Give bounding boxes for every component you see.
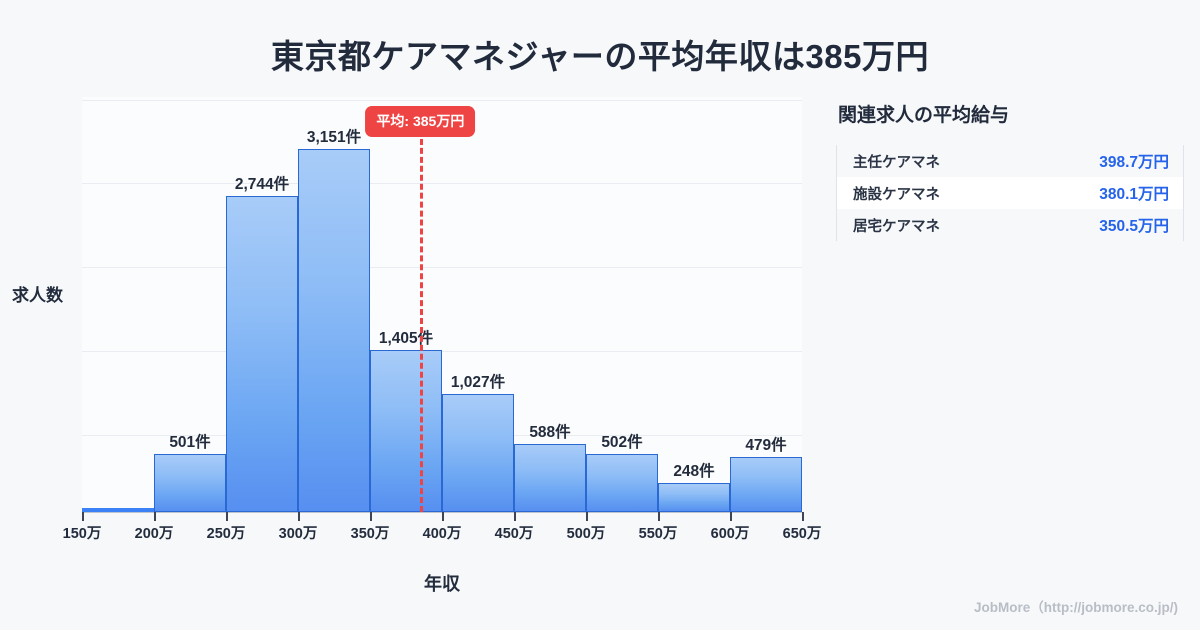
related-salary-table: 主任ケアマネ 398.7万円施設ケアマネ 380.1万円居宅ケアマネ 350.5万円 (836, 145, 1184, 241)
x-axis-tick (226, 512, 228, 521)
x-axis-tick (658, 512, 660, 521)
bar-value-label: 479件 (745, 436, 787, 454)
bar (370, 350, 442, 512)
x-axis-title: 年収 (424, 574, 460, 594)
table-row-value: 380.1万円 (1099, 186, 1169, 203)
x-axis-tick-label: 300万 (278, 526, 318, 542)
x-axis-tick-label: 450万 (494, 526, 534, 542)
footer-watermark: JobMore（http://jobmore.co.jp/) (974, 600, 1178, 615)
bar-value-label: 1,027件 (450, 373, 506, 391)
bar (658, 483, 730, 512)
bar (730, 456, 802, 512)
bar (154, 454, 226, 512)
bar (442, 393, 514, 512)
side-panel-title: 関連求人の平均給与 (838, 105, 1010, 126)
table-row-value: 350.5万円 (1099, 218, 1169, 235)
bar (586, 454, 658, 512)
x-axis-tick (298, 512, 300, 521)
gridline (82, 183, 802, 184)
x-axis-tick-label: 550万 (638, 526, 678, 542)
x-axis-tick (730, 512, 732, 521)
bar-value-label: 248件 (673, 463, 715, 481)
side-panel: 関連求人の平均給与 主任ケアマネ 398.7万円施設ケアマネ 380.1万円居宅ケア… (836, 100, 1184, 241)
average-line (420, 130, 424, 512)
x-axis-tick-label: 250万 (206, 526, 246, 542)
x-axis-tick-label: 500万 (566, 526, 606, 542)
table-row-label: 施設ケアマネ (853, 186, 940, 203)
table-row-label: 居宅ケアマネ (853, 218, 940, 235)
table-row: 居宅ケアマネ 350.5万円 (837, 209, 1183, 241)
x-axis-tick-label: 350万 (350, 526, 390, 542)
table-row-value: 398.7万円 (1099, 154, 1169, 171)
x-axis-tick-label: 600万 (710, 526, 750, 542)
gridline (82, 267, 802, 268)
bar (82, 508, 154, 512)
gridline (82, 100, 802, 101)
table-row-label: 主任ケアマネ (853, 154, 940, 171)
bar (226, 195, 298, 512)
table-row: 主任ケアマネ 398.7万円 (837, 145, 1183, 177)
average-badge: 平均: 385万円 (365, 106, 476, 137)
x-axis-tick-label: 150万 (62, 526, 102, 542)
table-row: 施設ケアマネ 380.1万円 (837, 177, 1183, 209)
x-axis-tick (586, 512, 588, 521)
x-axis-tick-label: 400万 (422, 526, 462, 542)
bar-value-label: 2,744件 (234, 175, 290, 193)
x-axis-tick (154, 512, 156, 521)
bar-value-label: 588件 (529, 424, 571, 442)
bar-value-label: 1,405件 (378, 330, 434, 348)
bar-value-label: 501件 (169, 434, 211, 452)
bar (298, 148, 370, 512)
x-axis-tick (370, 512, 372, 521)
page-title: 東京都ケアマネジャーの平均年収は385万円 (271, 38, 929, 75)
bar-value-label: 502件 (601, 434, 643, 452)
bar (514, 444, 586, 512)
x-axis-tick (442, 512, 444, 521)
x-axis-tick-label: 200万 (134, 526, 174, 542)
x-axis-tick (802, 512, 804, 521)
x-axis-tick (514, 512, 516, 521)
x-axis-tick (82, 512, 84, 521)
y-axis-title: 求人数 (12, 286, 63, 305)
x-axis-tick-label: 650万 (782, 526, 822, 542)
bar-value-label: 3,151件 (306, 128, 362, 146)
gridline (82, 351, 802, 352)
